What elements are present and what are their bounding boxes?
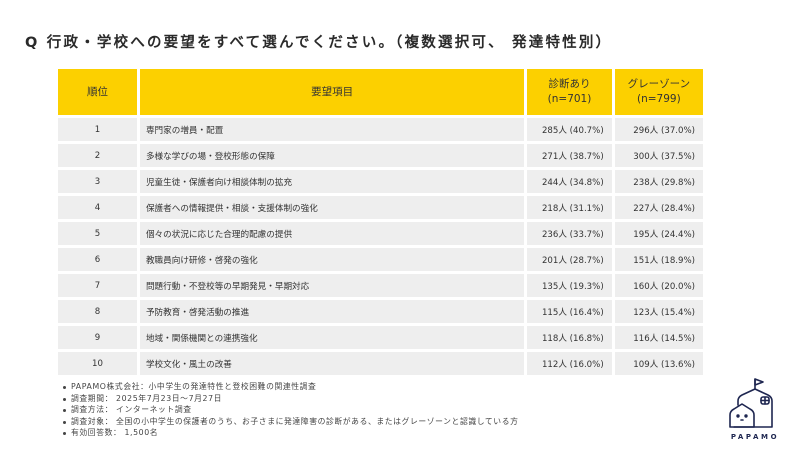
grey-cell: 300人 (37.5%) <box>614 144 703 167</box>
header-diagnosed: 診断あり (n=701) <box>527 69 612 115</box>
rank-cell: 1 <box>58 118 137 141</box>
header-diagnosed-label: 診断あり <box>548 78 591 90</box>
note-target: 調査対象： 全国の小中学生の保護者のうち、お子さまに発達障害の診断がある、または… <box>63 416 518 428</box>
item-cell: 地域・関係機関との連携強化 <box>139 326 525 349</box>
rank-cell: 8 <box>58 300 137 323</box>
diagnosed-cell: 218人 (31.1%) <box>527 196 612 219</box>
grey-cell: 296人 (37.0%) <box>614 118 703 141</box>
rank-cell: 2 <box>58 144 137 167</box>
diagnosed-cell: 201人 (28.7%) <box>527 248 612 271</box>
diagnosed-cell: 271人 (38.7%) <box>527 144 612 167</box>
rank-cell: 7 <box>58 274 137 297</box>
table-row: 5 個々の状況に応じた合理的配慮の提供 236人 (33.7%) 195人 (2… <box>58 222 703 245</box>
diagnosed-cell: 285人 (40.7%) <box>527 118 612 141</box>
table-row: 3 児童生徒・保護者向け相談体制の拡充 244人 (34.8%) 238人 (2… <box>58 170 703 193</box>
table-row: 2 多様な学びの場・登校形態の保障 271人 (38.7%) 300人 (37.… <box>58 144 703 167</box>
item-cell: 問題行動・不登校等の早期発見・早期対応 <box>139 274 525 297</box>
grey-cell: 238人 (29.8%) <box>614 170 703 193</box>
note-method: 調査方法： インターネット調査 <box>63 404 518 416</box>
diagnosed-cell: 236人 (33.7%) <box>527 222 612 245</box>
request-table: 順位 要望項目 診断あり (n=701) グレーゾーン (n=799) 1 専門… <box>55 66 706 378</box>
item-cell: 多様な学びの場・登校形態の保障 <box>139 144 525 167</box>
item-cell: 個々の状況に応じた合理的配慮の提供 <box>139 222 525 245</box>
header-grey-label: グレーゾーン <box>627 78 691 90</box>
item-cell: 学校文化・風土の改善 <box>139 352 525 375</box>
header-diagnosed-n: (n=701) <box>547 93 592 105</box>
header-grey: グレーゾーン (n=799) <box>614 69 703 115</box>
table-row: 6 教職員向け研修・啓発の強化 201人 (28.7%) 151人 (18.9%… <box>58 248 703 271</box>
rank-cell: 5 <box>58 222 137 245</box>
papamo-logo: PAPAMO <box>722 375 788 445</box>
rank-cell: 10 <box>58 352 137 375</box>
grey-cell: 151人 (18.9%) <box>614 248 703 271</box>
grey-cell: 109人 (13.6%) <box>614 352 703 375</box>
note-period: 調査期間： 2025年7月23日～7月27日 <box>63 393 518 405</box>
header-rank: 順位 <box>58 69 137 115</box>
header-grey-n: (n=799) <box>636 93 681 105</box>
diagnosed-cell: 112人 (16.0%) <box>527 352 612 375</box>
rank-cell: 6 <box>58 248 137 271</box>
rank-cell: 3 <box>58 170 137 193</box>
diagnosed-cell: 135人 (19.3%) <box>527 274 612 297</box>
table-header-row: 順位 要望項目 診断あり (n=701) グレーゾーン (n=799) <box>58 69 703 115</box>
item-cell: 予防教育・啓発活動の推進 <box>139 300 525 323</box>
item-cell: 児童生徒・保護者向け相談体制の拡充 <box>139 170 525 193</box>
item-cell: 教職員向け研修・啓発の強化 <box>139 248 525 271</box>
house-face-flag-icon <box>729 378 773 428</box>
table-row: 4 保護者への情報提供・相談・支援体制の強化 218人 (31.1%) 227人… <box>58 196 703 219</box>
grey-cell: 227人 (28.4%) <box>614 196 703 219</box>
note-company: PAPAMO株式会社：小中学生の発達特性と登校困難の関連性調査 <box>63 381 518 393</box>
diagnosed-cell: 244人 (34.8%) <box>527 170 612 193</box>
logo-text: PAPAMO <box>730 433 780 441</box>
survey-notes: PAPAMO株式会社：小中学生の発達特性と登校困難の関連性調査 調査期間： 20… <box>63 381 518 439</box>
grey-cell: 116人 (14.5%) <box>614 326 703 349</box>
table-row: 9 地域・関係機関との連携強化 118人 (16.8%) 116人 (14.5%… <box>58 326 703 349</box>
item-cell: 保護者への情報提供・相談・支援体制の強化 <box>139 196 525 219</box>
item-cell: 専門家の増員・配置 <box>139 118 525 141</box>
table-row: 7 問題行動・不登校等の早期発見・早期対応 135人 (19.3%) 160人 … <box>58 274 703 297</box>
grey-cell: 160人 (20.0%) <box>614 274 703 297</box>
table-row: 8 予防教育・啓発活動の推進 115人 (16.4%) 123人 (15.4%) <box>58 300 703 323</box>
grey-cell: 123人 (15.4%) <box>614 300 703 323</box>
page-title: Q 行政・学校への要望をすべて選んでください。（複数選択可、 発達特性別） <box>25 35 613 51</box>
header-item: 要望項目 <box>139 69 525 115</box>
table-row: 1 専門家の増員・配置 285人 (40.7%) 296人 (37.0%) <box>58 118 703 141</box>
rank-cell: 4 <box>58 196 137 219</box>
diagnosed-cell: 115人 (16.4%) <box>527 300 612 323</box>
note-responses: 有効回答数： 1,500名 <box>63 427 518 439</box>
rank-cell: 9 <box>58 326 137 349</box>
grey-cell: 195人 (24.4%) <box>614 222 703 245</box>
table-row: 10 学校文化・風土の改善 112人 (16.0%) 109人 (13.6%) <box>58 352 703 375</box>
diagnosed-cell: 118人 (16.8%) <box>527 326 612 349</box>
